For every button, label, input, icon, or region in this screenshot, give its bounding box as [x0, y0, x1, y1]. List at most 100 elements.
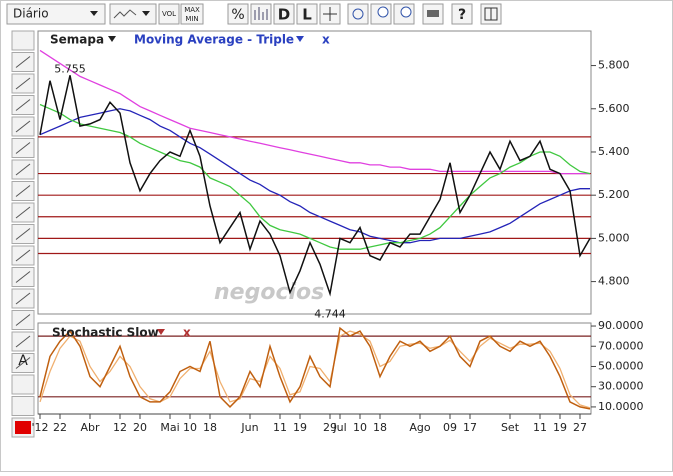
maxmin-button[interactable]	[180, 3, 204, 25]
dropdown-arrow	[90, 11, 98, 16]
button-label: MIN	[185, 15, 198, 23]
series-line	[39, 326, 591, 410]
tool-icon	[15, 185, 31, 197]
tool-icon	[15, 99, 31, 111]
close-indicator[interactable]: x	[183, 326, 191, 340]
indicator-label: Moving Average - Triple	[134, 33, 294, 47]
tool-icon	[15, 314, 31, 326]
annotation: 5.755	[54, 62, 86, 75]
y-tick-label: 5.400	[598, 145, 630, 158]
book-icon	[484, 7, 498, 21]
percent-button[interactable]	[227, 3, 249, 25]
vol-button[interactable]	[158, 3, 180, 25]
x-tick-label: Mai	[160, 421, 179, 434]
tool-icon	[15, 228, 31, 240]
x-tick-label: Jul	[332, 421, 346, 434]
y-tick-label: 5.200	[598, 188, 630, 201]
toolbar: Diário VOL MAX MIN % D L ?	[6, 3, 502, 25]
tool-icon	[15, 142, 31, 154]
tool-button[interactable]	[11, 30, 35, 51]
y-tick-label: 10.0000	[598, 400, 644, 413]
x-tick-label: 10	[183, 421, 197, 434]
tool-icon	[15, 292, 31, 305]
x-tick-label: 11	[533, 421, 547, 434]
y-tick-label: 5.600	[598, 102, 630, 115]
series-line	[39, 108, 590, 244]
tool-button[interactable]	[11, 396, 35, 416]
bars-icon	[254, 7, 268, 20]
button-label: VOL	[162, 10, 176, 18]
tool-icon	[15, 271, 31, 283]
zoom-icon	[377, 6, 389, 18]
x-tick-label: 10	[353, 421, 367, 434]
y-tick-label: 50.0000	[598, 359, 644, 372]
pan-button[interactable]	[347, 3, 369, 25]
close-indicator[interactable]: x	[322, 33, 330, 47]
dropdown-arrow[interactable]	[108, 36, 116, 42]
x-tick-label: Jun	[240, 421, 258, 434]
chart-title: Stochastic Slow	[52, 326, 159, 340]
y-tick-label: 4.800	[598, 275, 630, 288]
help-button[interactable]	[451, 3, 473, 25]
y-tick-label: 70.0000	[598, 339, 644, 352]
annotation: 4.744	[314, 308, 346, 321]
x-tick-label: 09	[443, 421, 457, 434]
zoom-icon	[400, 6, 412, 18]
period-select[interactable]	[6, 3, 106, 25]
color-swatch	[15, 421, 31, 434]
chart-title: Semapa	[50, 33, 104, 47]
tool-icon	[15, 56, 31, 68]
tool-button[interactable]	[11, 374, 35, 395]
plots: 5.800 5.600 5.400 5.200 5.000 4.800 '12 22 Abr 12…	[31, 49, 644, 434]
x-tick-label: 18	[203, 421, 217, 434]
button-label: MAX	[184, 6, 200, 14]
x-tick-label: Abr	[80, 421, 100, 434]
text-tool-label: A	[18, 353, 28, 369]
tool-icon	[15, 335, 31, 348]
l-button[interactable]	[296, 3, 318, 25]
series-line	[39, 75, 591, 297]
bars-button[interactable]	[250, 3, 272, 25]
dropdown-arrow	[142, 11, 150, 16]
period-label: Diário	[13, 7, 49, 21]
x-tick-label: Set	[501, 421, 520, 434]
x-tick-label: 19	[293, 421, 307, 434]
x-tick-label: 18	[373, 421, 387, 434]
x-tick-label: 19	[553, 421, 567, 434]
line-icon	[113, 9, 137, 19]
y-tick-label: 30.0000	[598, 380, 644, 393]
dropdown-arrow[interactable]	[157, 329, 165, 335]
d-button[interactable]	[273, 3, 295, 25]
series-line	[39, 103, 591, 250]
x-tick-label: 29	[323, 421, 337, 434]
series-line	[39, 49, 590, 175]
button-label: ?	[458, 7, 466, 23]
x-tick-label: 12	[113, 421, 127, 434]
price-panel	[37, 30, 592, 315]
button-label: L	[302, 6, 312, 24]
y-tick-label: 5.800	[598, 59, 630, 72]
button-label: %	[231, 7, 244, 23]
x-tick-label: 22	[53, 421, 67, 434]
tool-icon	[15, 77, 31, 90]
tool-icon	[15, 249, 31, 262]
print-icon	[427, 10, 439, 17]
button-label: D	[278, 6, 290, 24]
pan-icon	[352, 8, 364, 20]
crosshair-icon	[323, 7, 337, 21]
tool-icon	[15, 357, 31, 369]
y-tick-label: 5.000	[598, 231, 630, 244]
y-tick-label: 90.0000	[598, 319, 644, 332]
x-tick-label: 27	[573, 421, 587, 434]
watermark: negocios	[214, 280, 324, 305]
side-toolbar	[11, 30, 35, 438]
x-tick-label: 11	[273, 421, 287, 434]
x-tick-label: '12	[31, 421, 48, 434]
tool-icon	[15, 120, 31, 133]
dropdown-arrow[interactable]	[296, 36, 304, 42]
x-tick-label: Ago	[409, 421, 431, 434]
x-tick-label: 20	[133, 421, 147, 434]
chart-style-select[interactable]	[109, 3, 157, 25]
tool-icon	[15, 163, 31, 176]
